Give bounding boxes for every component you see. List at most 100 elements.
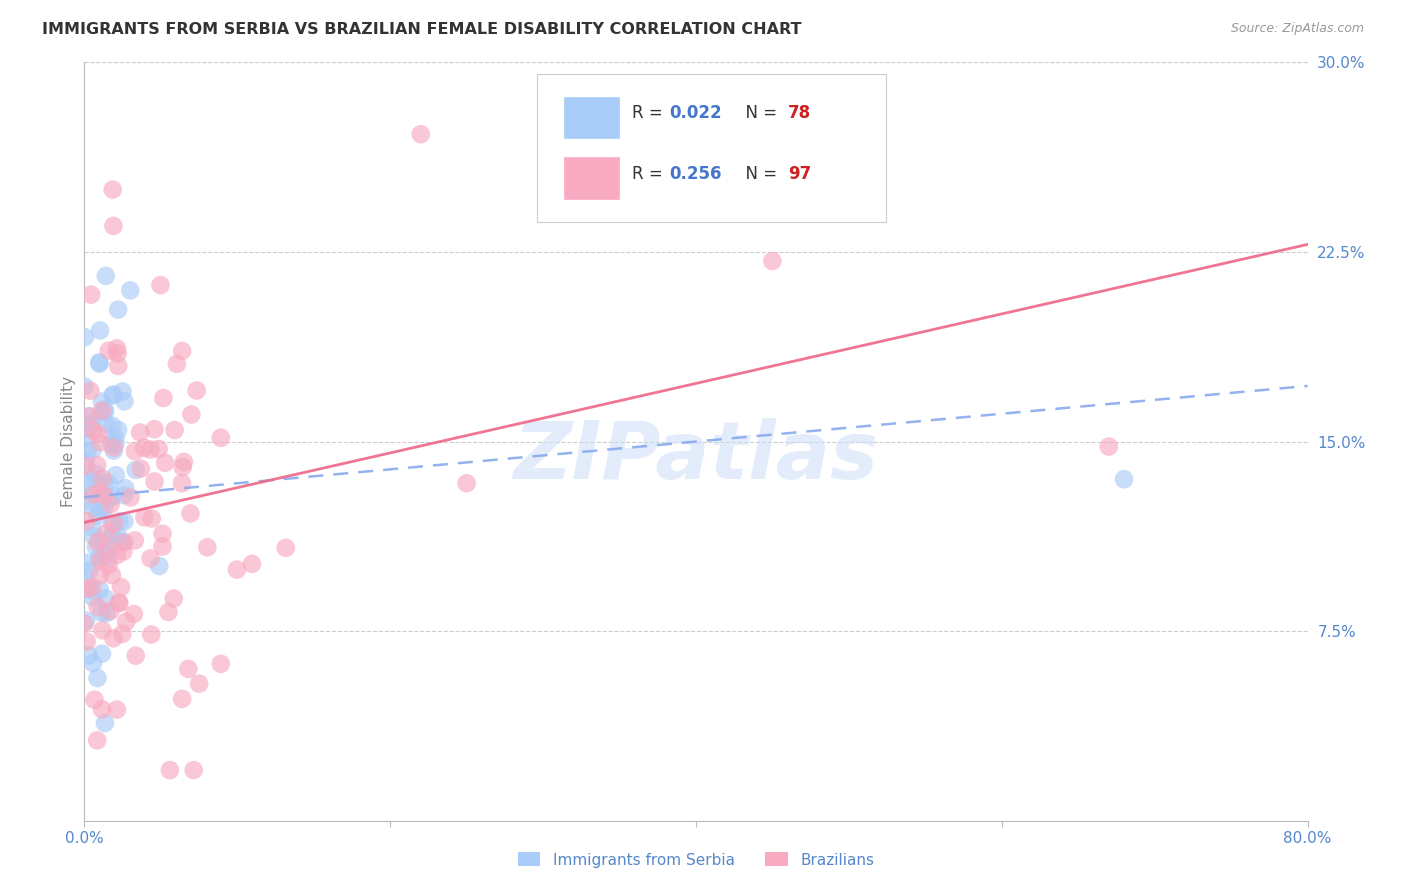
Point xyxy=(108,596,131,610)
Point xyxy=(120,491,142,505)
Point xyxy=(103,632,125,646)
Point xyxy=(112,514,135,528)
Point xyxy=(94,545,117,559)
Point xyxy=(76,431,98,445)
Point xyxy=(114,481,136,495)
Point xyxy=(141,511,163,525)
FancyBboxPatch shape xyxy=(564,96,619,138)
Point xyxy=(94,268,117,283)
Point xyxy=(112,488,135,502)
Point xyxy=(163,591,186,606)
Point xyxy=(115,615,138,629)
Point xyxy=(159,763,181,777)
Point xyxy=(112,535,135,549)
Point xyxy=(111,627,134,641)
Point xyxy=(107,423,129,437)
Point xyxy=(82,488,104,502)
Point xyxy=(89,357,111,371)
Point xyxy=(188,676,211,690)
Point xyxy=(112,535,135,549)
Point xyxy=(80,287,103,301)
Point xyxy=(91,471,114,485)
Point xyxy=(103,516,125,531)
Point xyxy=(96,606,118,620)
Point xyxy=(152,526,174,541)
Legend: Immigrants from Serbia, Brazilians: Immigrants from Serbia, Brazilians xyxy=(512,847,880,873)
Point xyxy=(82,591,104,605)
Point xyxy=(101,182,124,196)
Point xyxy=(186,384,208,398)
Text: R =: R = xyxy=(633,165,668,183)
Point xyxy=(93,488,115,502)
Point xyxy=(97,343,120,358)
Point xyxy=(76,422,98,436)
Text: 78: 78 xyxy=(787,104,811,122)
Text: N =: N = xyxy=(735,165,783,183)
Text: R =: R = xyxy=(633,104,668,122)
Point xyxy=(82,500,104,515)
Point xyxy=(89,554,111,568)
Point xyxy=(73,330,96,344)
Point xyxy=(1114,472,1136,486)
Point xyxy=(89,582,111,597)
Point xyxy=(76,634,98,648)
Point xyxy=(97,558,120,572)
Point xyxy=(226,563,249,577)
Point xyxy=(125,463,148,477)
Point xyxy=(84,467,107,481)
Point xyxy=(76,514,98,528)
Point xyxy=(86,671,108,685)
Point xyxy=(179,507,201,521)
Point xyxy=(110,580,132,594)
Point xyxy=(77,648,100,663)
Point xyxy=(153,456,176,470)
Point xyxy=(90,403,112,417)
Point xyxy=(122,607,145,621)
Point xyxy=(101,418,124,433)
Point xyxy=(77,475,100,489)
Point xyxy=(101,518,124,533)
Point xyxy=(152,540,174,554)
Point xyxy=(79,563,101,577)
Point xyxy=(107,359,129,373)
Point xyxy=(170,476,193,491)
Point xyxy=(152,391,174,405)
Point xyxy=(75,454,97,468)
Point xyxy=(105,703,128,717)
Point xyxy=(101,489,124,503)
Point xyxy=(80,486,103,500)
Text: ZIPatlas: ZIPatlas xyxy=(513,417,879,496)
Point xyxy=(90,533,112,548)
Point xyxy=(79,409,101,424)
Point xyxy=(105,548,128,562)
Point xyxy=(80,470,103,484)
Y-axis label: Female Disability: Female Disability xyxy=(60,376,76,508)
Point xyxy=(93,402,115,417)
Point xyxy=(409,127,432,141)
Point xyxy=(209,431,232,445)
Point xyxy=(103,443,125,458)
Point xyxy=(79,384,101,398)
Point xyxy=(143,422,166,436)
Text: 0.022: 0.022 xyxy=(669,104,721,122)
Point xyxy=(75,614,97,628)
Point xyxy=(166,357,188,371)
Point xyxy=(100,604,122,618)
Point xyxy=(76,443,98,458)
Point xyxy=(97,550,120,565)
Point xyxy=(163,423,186,437)
Point xyxy=(134,510,156,524)
Text: Source: ZipAtlas.com: Source: ZipAtlas.com xyxy=(1230,22,1364,36)
Point xyxy=(124,533,146,548)
Point xyxy=(101,568,124,582)
Point xyxy=(96,541,118,556)
Point xyxy=(108,515,131,529)
Point xyxy=(90,394,112,409)
Point xyxy=(111,384,134,399)
Point xyxy=(97,475,120,490)
Point xyxy=(94,417,117,432)
Point xyxy=(134,441,156,455)
Point xyxy=(183,763,205,777)
Point xyxy=(89,550,111,565)
Point xyxy=(139,442,162,457)
